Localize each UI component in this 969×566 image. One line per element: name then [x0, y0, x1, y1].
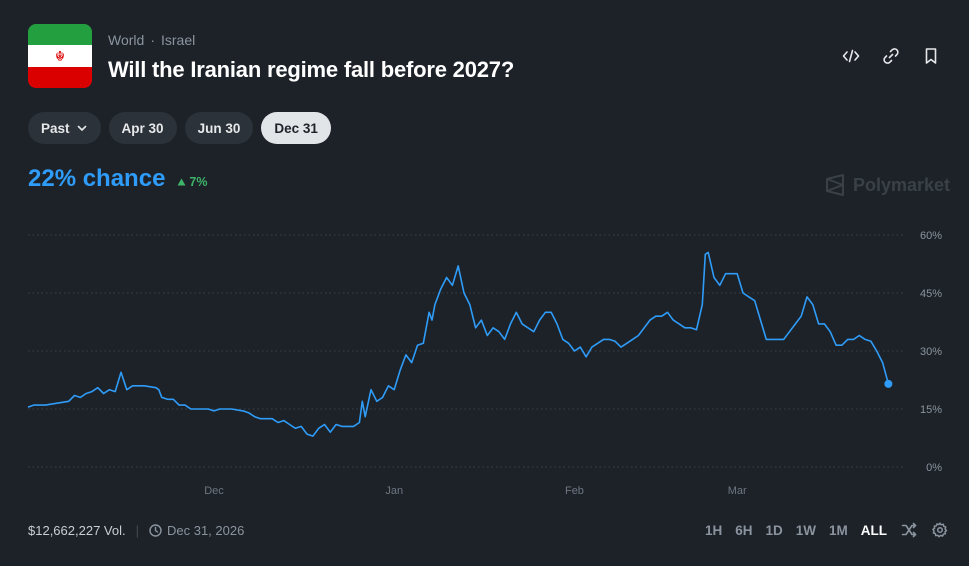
x-tick-label: Jan	[385, 485, 403, 497]
past-dropdown[interactable]: Past	[28, 112, 101, 144]
y-tick-label: 30%	[920, 346, 942, 358]
x-tick-label: Feb	[565, 485, 584, 497]
date-pill-apr-30[interactable]: Apr 30	[108, 112, 177, 144]
chance-summary: 22% chance 7%	[28, 165, 208, 193]
y-axis-ticks: 60% 45% 30% 15% 0%	[920, 230, 942, 474]
breadcrumb-separator: ·	[150, 32, 155, 48]
shuffle-icon[interactable]	[900, 521, 918, 539]
y-tick-label: 15%	[920, 404, 942, 416]
delta-value: 7%	[189, 175, 208, 189]
y-tick-label: 45%	[920, 288, 942, 300]
volume-text: $12,662,227 Vol.	[28, 523, 126, 538]
brand-name: Polymarket	[852, 174, 950, 195]
flag-emblem-icon: ☬	[55, 48, 65, 64]
range-1d[interactable]: 1D	[765, 522, 783, 538]
chance-delta: 7%	[177, 175, 208, 189]
breadcrumb-world[interactable]: World	[108, 32, 145, 48]
x-tick-label: Dec	[204, 485, 224, 497]
date-pill-dec-31[interactable]: Dec 31	[261, 112, 331, 144]
range-1w[interactable]: 1W	[795, 522, 816, 538]
bookmark-icon[interactable]	[921, 46, 941, 66]
embed-icon[interactable]	[841, 46, 861, 66]
end-date: Dec 31, 2026	[149, 523, 244, 538]
flag-stripe-red	[28, 66, 92, 88]
flag-stripe-green	[28, 24, 92, 46]
link-icon[interactable]	[881, 46, 901, 66]
y-tick-label: 0%	[926, 462, 942, 474]
polymarket-watermark: Polymarket	[825, 174, 950, 196]
past-label: Past	[41, 120, 70, 136]
iran-flag-icon: ☬	[28, 24, 92, 88]
date-filter: Past Apr 30 Jun 30 Dec 31	[28, 112, 331, 144]
clock-icon	[149, 524, 162, 537]
breadcrumb: World · Israel	[108, 32, 195, 48]
grid-lines	[28, 234, 905, 468]
range-1m[interactable]: 1M	[828, 522, 848, 538]
market-footer: $12,662,227 Vol. | Dec 31, 2026	[28, 523, 244, 538]
x-axis-ticks: Dec Jan Feb Mar	[204, 485, 747, 497]
breadcrumb-israel[interactable]: Israel	[160, 32, 196, 48]
settings-gear-icon[interactable]	[931, 521, 949, 539]
range-6h[interactable]: 6H	[735, 522, 753, 538]
flag-stripe-white	[28, 45, 92, 67]
polymarket-logo-icon	[825, 174, 844, 196]
series-line	[27, 251, 890, 437]
series-endpoint	[884, 379, 893, 388]
date-pill-jun-30[interactable]: Jun 30	[184, 112, 254, 144]
page-title: Will the Iranian regime fall before 2027…	[108, 57, 515, 82]
footer-separator: |	[135, 523, 139, 538]
header-actions	[841, 46, 941, 66]
chevron-down-icon	[77, 125, 86, 131]
x-tick-label: Mar	[728, 485, 747, 497]
chance-value: 22% chance	[28, 165, 166, 192]
range-all[interactable]: ALL	[860, 522, 887, 538]
range-1h[interactable]: 1H	[704, 522, 723, 538]
end-date-text: Dec 31, 2026	[166, 523, 245, 538]
y-tick-label: 60%	[920, 230, 942, 242]
triangle-up-icon	[177, 178, 186, 186]
probability-chart: 60% 45% 30% 15% 0% Dec Jan Feb Mar	[27, 230, 942, 497]
time-range-selector: 1H 6H 1D 1W 1M ALL	[705, 521, 949, 539]
